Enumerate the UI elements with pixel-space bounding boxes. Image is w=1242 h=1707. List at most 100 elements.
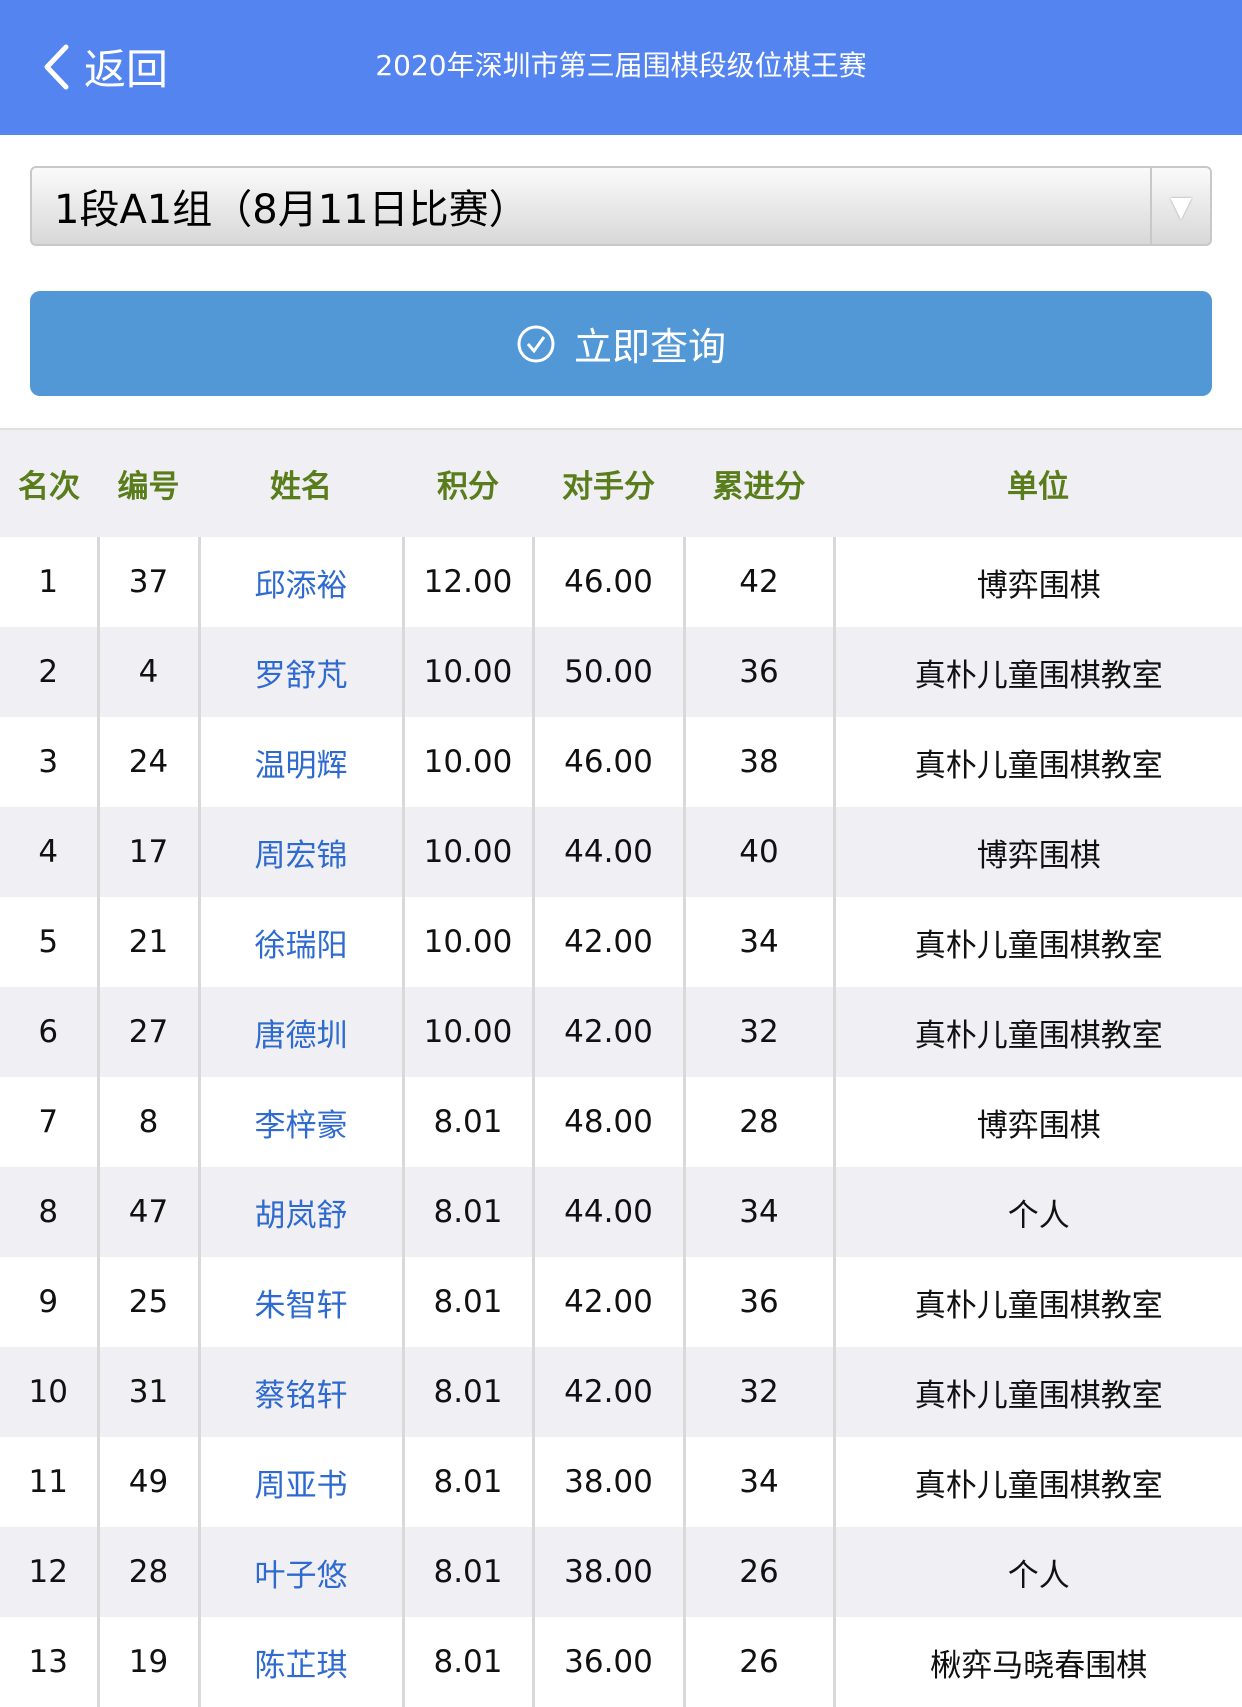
- cell-name[interactable]: 徐瑞阳: [197, 897, 403, 987]
- cell-rank: 7: [38, 1104, 59, 1140]
- table-row: 1 37 邱添裕 12.00 46.00 42 博弈围棋: [0, 537, 1242, 627]
- cell-rank: 12: [0, 1527, 98, 1617]
- cell-cumulative-score: 26: [682, 1617, 834, 1707]
- query-button[interactable]: 立即查询: [30, 291, 1212, 396]
- cell-opponent-score: 44.00: [531, 1167, 684, 1257]
- cell-score: 10.00: [401, 717, 533, 807]
- cell-cumulative-score: 40: [682, 807, 834, 897]
- cell-number: 17: [96, 807, 199, 897]
- cell-rank: 1: [38, 564, 59, 600]
- cell-score: 8.01: [401, 1257, 533, 1347]
- cell-organization: 楸弈马晓春围棋: [832, 1617, 1242, 1707]
- cell-cumulative-score: 42: [682, 537, 834, 627]
- cell-opponent-score: 38.00: [531, 1527, 684, 1617]
- column-header-organization: 单位: [834, 430, 1242, 537]
- cell-cumulative-score: 32: [682, 1347, 834, 1437]
- cell-organization: 真朴儿童围棋教室: [832, 717, 1242, 807]
- column-header-rank: 名次: [0, 430, 98, 537]
- cell-name[interactable]: 朱智轩: [197, 1257, 403, 1347]
- cell-organization: 真朴儿童围棋教室: [832, 1347, 1242, 1437]
- cell-score: 8.01: [401, 1347, 533, 1437]
- cell-opponent-score: 42.00: [531, 1347, 684, 1437]
- group-select-value: 1段A1组（8月11日比赛）: [54, 187, 529, 233]
- cell-number: 21: [96, 897, 199, 987]
- cell-name[interactable]: 陈芷琪: [197, 1617, 403, 1707]
- table-row: 4 17 周宏锦 10.00 44.00 40 博弈围棋: [0, 807, 1242, 897]
- cell-score: 8.01: [401, 1527, 533, 1617]
- cell-rank: 10: [0, 1347, 98, 1437]
- cell-score: 8.01: [401, 1617, 533, 1707]
- table-row: 3 24 温明辉 10.00 46.00 38 真朴儿童围棋教室: [0, 717, 1242, 807]
- cell-rank: 4: [0, 807, 98, 897]
- cell-cumulative-score: 36: [682, 627, 834, 717]
- cell-name[interactable]: 蔡铭轩: [197, 1347, 403, 1437]
- cell-number: 19: [96, 1617, 199, 1707]
- cell-cumulative-score: 34: [682, 1167, 834, 1257]
- cell-organization: 真朴儿童围棋教室: [832, 627, 1242, 717]
- cell-score: 8.01: [401, 1077, 533, 1167]
- cell-name[interactable]: 罗舒芃: [197, 627, 403, 717]
- cell-score: 10.00: [401, 627, 533, 717]
- cell-opponent-score: 42.00: [531, 897, 684, 987]
- cell-name[interactable]: 胡岚舒: [197, 1167, 403, 1257]
- check-circle-icon: [517, 325, 555, 362]
- column-header-score: 积分: [403, 430, 533, 537]
- column-header-opponent-score: 对手分: [533, 430, 684, 537]
- cell-rank: 13: [28, 1644, 68, 1680]
- cell-number: 37: [96, 537, 199, 627]
- cell-organization: 个人: [832, 1527, 1242, 1617]
- cell-number: 25: [96, 1257, 199, 1347]
- cell-opponent-score: 50.00: [531, 627, 684, 717]
- ranking-table: 名次 编号 姓名 积分 对手分 累进分 单位 1 37 邱添裕 12.00 46.00 42 博弈围棋 2…: [0, 430, 1242, 1707]
- cell-cumulative-score: 36: [682, 1257, 834, 1347]
- top-nav-bar: 返回 2020年深圳市第三届围棋段级位棋王赛: [0, 0, 1242, 135]
- cell-organization: 博弈围棋: [832, 1077, 1242, 1167]
- cell-score: 12.00: [401, 537, 533, 627]
- table-row: 5 21 徐瑞阳 10.00 42.00 34 真朴儿童围棋教室: [0, 897, 1242, 987]
- column-header-cumulative-score: 累进分: [684, 430, 834, 537]
- cell-rank: 6: [0, 987, 98, 1077]
- cell-name[interactable]: 周亚书: [197, 1437, 403, 1527]
- cell-opponent-score: 48.00: [531, 1077, 684, 1167]
- cell-number: 4: [96, 627, 199, 717]
- cell-rank: 8: [0, 1167, 98, 1257]
- cell-rank: 2: [0, 627, 98, 717]
- group-select[interactable]: 1段A1组（8月11日比赛） ▼: [30, 166, 1212, 246]
- cell-score: 8.01: [401, 1167, 533, 1257]
- back-button[interactable]: 返回: [42, 36, 168, 97]
- cell-score: 10.00: [401, 897, 533, 987]
- cell-number: 8: [96, 1077, 199, 1167]
- table-row: 11 49 周亚书 8.01 38.00 34 真朴儿童围棋教室: [0, 1437, 1242, 1527]
- cell-organization: 真朴儿童围棋教室: [832, 897, 1242, 987]
- cell-number: 24: [96, 717, 199, 807]
- cell-opponent-score: 44.00: [531, 807, 684, 897]
- back-label: 返回: [84, 45, 169, 94]
- cell-opponent-score: 36.00: [531, 1617, 684, 1707]
- cell-organization: 真朴儿童围棋教室: [832, 1257, 1242, 1347]
- cell-name[interactable]: 邱添裕: [197, 537, 403, 627]
- table-row: 8 47 胡岚舒 8.01 44.00 34 个人: [0, 1167, 1242, 1257]
- cell-organization: 真朴儿童围棋教室: [832, 1437, 1242, 1527]
- cell-name[interactable]: 李梓豪: [197, 1077, 403, 1167]
- cell-name[interactable]: 叶子悠: [197, 1527, 403, 1617]
- table-row: 13 19 陈芷琪 8.01 36.00 26 楸弈马晓春围棋: [0, 1617, 1242, 1707]
- chevron-down-icon[interactable]: ▼: [1150, 168, 1210, 244]
- cell-cumulative-score: 34: [682, 897, 834, 987]
- cell-name[interactable]: 温明辉: [197, 717, 403, 807]
- cell-opponent-score: 46.00: [531, 537, 684, 627]
- cell-organization: 真朴儿童围棋教室: [832, 987, 1242, 1077]
- cell-number: 47: [96, 1167, 199, 1257]
- page-title: 2020年深圳市第三届围棋段级位棋王赛: [375, 49, 867, 82]
- cell-number: 27: [96, 987, 199, 1077]
- table-row: 2 4 罗舒芃 10.00 50.00 36 真朴儿童围棋教室: [0, 627, 1242, 717]
- cell-name[interactable]: 唐德圳: [197, 987, 403, 1077]
- cell-organization: 博弈围棋: [832, 807, 1242, 897]
- cell-cumulative-score: 38: [682, 717, 834, 807]
- table-row: 10 31 蔡铭轩 8.01 42.00 32 真朴儿童围棋教室: [0, 1347, 1242, 1437]
- cell-cumulative-score: 26: [682, 1527, 834, 1617]
- cell-rank: 9: [38, 1284, 59, 1320]
- cell-name[interactable]: 周宏锦: [197, 807, 403, 897]
- cell-opponent-score: 46.00: [531, 717, 684, 807]
- cell-rank: 3: [38, 744, 59, 780]
- cell-cumulative-score: 32: [682, 987, 834, 1077]
